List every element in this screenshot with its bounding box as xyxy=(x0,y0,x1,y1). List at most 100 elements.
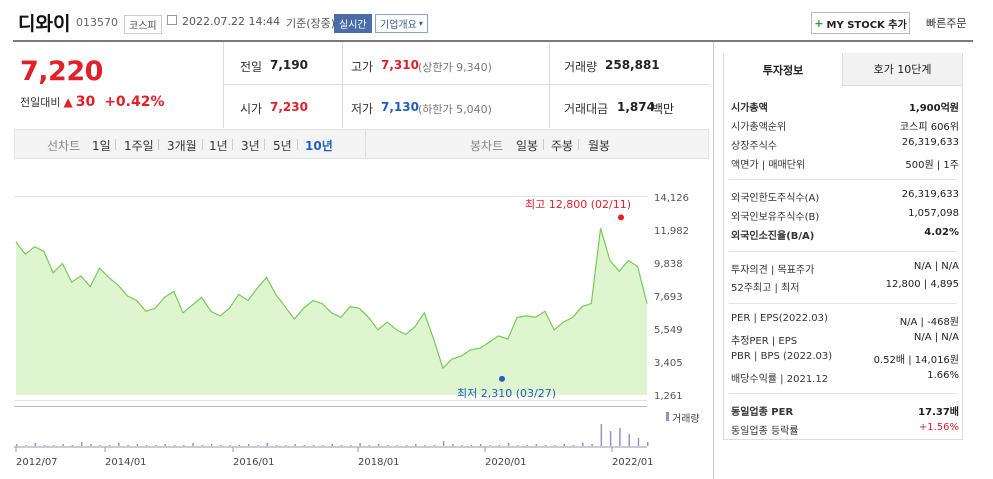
realtime-badge[interactable]: 실시간 xyxy=(334,14,372,33)
info-row-label[interactable]: 동일업종 PER xyxy=(731,407,794,418)
info-row: 시가총액순위 코스피 606위 xyxy=(731,118,959,133)
low-label: 저가 xyxy=(351,102,374,116)
volume-bar xyxy=(34,443,37,446)
volume-bar xyxy=(405,445,408,446)
period-selector: 선차트 1일 1주일 3개월 1년 3년 5년 10년 봉차트 일봉 주봉 월봉 xyxy=(14,129,709,159)
info-row-label[interactable]: 추정PER | EPS xyxy=(731,336,798,347)
volume-bar xyxy=(118,443,120,446)
info-row-label[interactable]: PBR | BPS (2022.03) xyxy=(731,351,833,362)
volume-bar xyxy=(136,444,139,446)
volume-bar xyxy=(628,434,630,446)
volume-bar xyxy=(145,445,148,446)
quote-basis: 기준(장중) xyxy=(286,17,336,30)
tab-orderbook[interactable]: 호가 10단계 xyxy=(843,53,962,86)
panel-section-divider xyxy=(729,179,957,180)
period-5y[interactable]: 5년 xyxy=(273,139,292,153)
info-row-label[interactable]: 시가총액순위 xyxy=(731,122,787,133)
info-row-label[interactable]: 배당수익률 | 2021.12 xyxy=(731,374,829,385)
low-value: 7,130 xyxy=(381,100,419,114)
volume-bar xyxy=(591,444,593,446)
company-info-dropdown[interactable]: 기업개요 ▾ xyxy=(375,14,428,33)
candle-monthly[interactable]: 월봉 xyxy=(588,139,611,153)
info-row-value: 26,319,633 xyxy=(901,189,959,200)
info-row-label[interactable]: 외국인보유주식수(B) xyxy=(731,212,820,223)
info-row-label[interactable]: 52주최고 | 최저 xyxy=(731,283,800,294)
info-row-value: 코스피 606위 xyxy=(899,122,959,133)
line-chart-label: 선차트 xyxy=(47,139,81,153)
info-row-label[interactable]: 외국인소진율(B/A) xyxy=(731,231,815,242)
period-1w[interactable]: 1주일 xyxy=(124,139,154,153)
panel-section-divider xyxy=(729,251,957,252)
price-line xyxy=(15,228,648,370)
volume-bar xyxy=(322,445,324,446)
volume-bar xyxy=(25,445,27,446)
tab-investment-info[interactable]: 투자정보 xyxy=(724,53,843,86)
volume-bar xyxy=(368,445,371,446)
info-row: PER | EPS(2022.03) N/A | -468원 xyxy=(731,313,959,328)
volume-bar xyxy=(155,445,157,446)
volume-bar xyxy=(479,444,482,446)
info-row-value: +1.56% xyxy=(918,422,959,433)
info-row-label[interactable]: 액면가 | 매매단위 xyxy=(731,160,806,171)
current-price: 7,220 xyxy=(20,56,103,87)
x-tick-label: 2018/01 xyxy=(358,457,400,468)
price-change: 전일대비 ▲ 30 +0.42% xyxy=(20,94,165,110)
max-marker xyxy=(618,214,624,221)
info-row-label[interactable]: 상장주식수 xyxy=(731,141,777,152)
volume-bar xyxy=(637,438,640,446)
volume-bar xyxy=(229,445,231,446)
volume-bar xyxy=(415,444,417,446)
volume-legend-label: 거래량 xyxy=(672,414,700,425)
volume-bar xyxy=(108,445,111,446)
volume-bar xyxy=(554,445,556,446)
info-row-label[interactable]: PER | EPS(2022.03) xyxy=(731,313,828,324)
upper-limit: (상한가 9,340) xyxy=(418,61,492,74)
header-divider xyxy=(13,40,973,42)
price-chart[interactable]: 2012/07 2014/01 2016/01 2018/01 2020/01 2022/… xyxy=(0,0,710,479)
y-tick-label: 7,693 xyxy=(654,292,683,303)
info-row-label[interactable]: 동일업종 등락률 xyxy=(731,426,799,437)
info-row-label[interactable]: 외국인한도주식수(A) xyxy=(731,193,820,204)
period-1d[interactable]: 1일 xyxy=(92,139,111,153)
info-row-value: 4.02% xyxy=(924,227,959,238)
candle-chart-label: 봉차트 xyxy=(470,139,504,153)
min-marker xyxy=(499,375,505,382)
info-row-value: N/A | N/A xyxy=(913,332,959,343)
candle-daily[interactable]: 일봉 xyxy=(516,139,539,153)
period-3y[interactable]: 3년 xyxy=(241,139,260,153)
period-1y[interactable]: 1년 xyxy=(209,139,228,153)
add-mystock-button[interactable]: + MY STOCK 추가 xyxy=(811,12,910,34)
volume-bar xyxy=(507,443,510,446)
volume-bar xyxy=(192,443,194,446)
high-value: 7,310 xyxy=(381,58,419,72)
open-label: 시가 xyxy=(240,102,263,116)
volume-bar xyxy=(619,428,621,446)
y-tick-label: 14,126 xyxy=(654,193,689,204)
quick-order-link[interactable]: 빠른주문 xyxy=(926,17,967,30)
up-triangle-icon: ▲ xyxy=(63,95,73,109)
volume-bar xyxy=(609,431,612,446)
volume-bar xyxy=(53,445,55,446)
volume-bar xyxy=(563,444,565,446)
add-mystock-label: MY STOCK 추가 xyxy=(826,19,907,31)
volume-bar xyxy=(90,444,92,446)
period-3m[interactable]: 3개월 xyxy=(167,139,197,153)
panel-divider xyxy=(713,42,714,479)
info-row-value: 1.66% xyxy=(927,370,959,381)
open-value: 7,230 xyxy=(270,100,308,114)
volume-bar xyxy=(303,445,306,446)
info-row-value: N/A | -468원 xyxy=(899,317,959,328)
calendar-icon xyxy=(167,15,177,25)
volume-bar xyxy=(62,444,64,446)
volume-bar xyxy=(183,445,185,446)
info-row-label[interactable]: 투자의견 | 목표주가 xyxy=(731,265,815,276)
candle-weekly[interactable]: 주봉 xyxy=(551,139,574,153)
change-pct: +0.42% xyxy=(104,94,165,110)
y-tick-label: 11,982 xyxy=(654,226,689,237)
info-row-label[interactable]: 시가총액 xyxy=(731,103,768,114)
period-10y[interactable]: 10년 xyxy=(305,139,333,153)
volume-legend-swatch xyxy=(666,412,669,421)
volume-bar xyxy=(331,444,333,446)
min-annotation: 최저 2,310 (03/27) xyxy=(457,387,557,400)
info-row-value: 1,900억원 xyxy=(908,103,959,114)
